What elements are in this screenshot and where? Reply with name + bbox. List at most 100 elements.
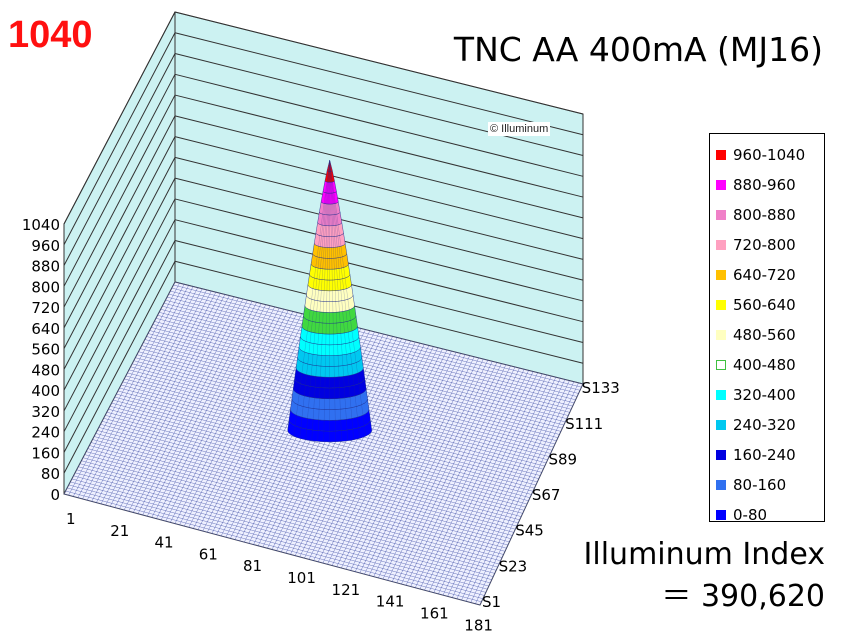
wall-gridline: [63, 94, 176, 308]
wall-gridline: [174, 94, 584, 198]
y-tick-label: S111: [565, 415, 603, 433]
z-tick-label: 80: [41, 465, 60, 483]
x-tick-label: 21: [110, 522, 129, 540]
wall-gridline: [63, 177, 176, 391]
wall-gridline: [174, 32, 584, 136]
legend-swatch: [716, 450, 726, 460]
z-tick-label: 480: [31, 361, 60, 379]
legend-label: 320-400: [733, 386, 796, 404]
x-tick-label: 141: [376, 593, 405, 611]
legend-swatch: [716, 390, 726, 400]
y-axis-ticks: S1 S23 S45 S67 S89 S111 S133: [482, 379, 620, 611]
z-tick-label: 560: [31, 341, 60, 359]
wall-gridline: [174, 11, 584, 115]
legend-label: 560-640: [733, 296, 796, 314]
legend-swatch: [716, 300, 726, 310]
z-tick-label: 960: [31, 237, 60, 255]
copyright-label: © Illuminum: [488, 122, 551, 136]
legend-label: 0-80: [733, 506, 768, 524]
wall-gridline: [174, 136, 584, 240]
wall-gridline: [63, 74, 176, 287]
index-value: ＝ 390,620: [661, 579, 825, 614]
y-tick-label: S89: [548, 450, 577, 468]
legend-item: 160-240: [710, 440, 824, 470]
illumination-peak-surface: [287, 160, 372, 443]
x-tick-label: 61: [199, 545, 218, 563]
y-tick-label: S23: [499, 557, 528, 575]
legend-item: 560-640: [710, 290, 824, 320]
chart-title: TNC AA 400mA (MJ16): [453, 30, 823, 69]
x-tick-label: 41: [155, 534, 174, 552]
legend-label: 800-880: [733, 206, 796, 224]
legend-item: 240-320: [710, 410, 824, 440]
legend-label: 480-560: [733, 326, 796, 344]
legend-label: 400-480: [733, 356, 796, 374]
legend-item: 80-160: [710, 470, 824, 500]
wall-gridline: [174, 219, 584, 323]
wall-gridline: [63, 32, 176, 246]
x-tick-label: 1: [66, 510, 76, 528]
index-label: Illuminum Index: [583, 537, 825, 572]
wall-gridline: [174, 156, 584, 260]
wall-gridline: [63, 115, 176, 329]
z-tick-label: 240: [31, 424, 60, 442]
wall-gridline: [63, 240, 176, 453]
y-tick-label: S45: [515, 522, 544, 540]
legend-item: 320-400: [710, 380, 824, 410]
legend-swatch: [716, 480, 726, 490]
chart-walls: [63, 11, 584, 495]
legend-swatch: [716, 330, 726, 340]
peak-value-label: 1040: [8, 14, 93, 56]
legend-item: 640-720: [710, 260, 824, 290]
chart-floor: [63, 281, 584, 606]
z-tick-label: 800: [31, 278, 60, 296]
illuminum-index: Illuminum Index ＝ 390,620: [584, 534, 825, 618]
wall-gridline: [63, 260, 176, 474]
wall-gridline: [174, 198, 584, 302]
legend-item: 720-800: [710, 230, 824, 260]
legend-item: 960-1040: [710, 140, 824, 170]
legend-swatch: [716, 360, 726, 370]
legend-swatch: [716, 180, 726, 190]
legend-item: 0-80: [710, 500, 824, 530]
x-tick-label: 81: [243, 557, 262, 575]
z-tick-label: 1040: [22, 216, 60, 234]
y-tick-label: S133: [582, 379, 620, 397]
wall-gridline: [174, 177, 584, 281]
z-axis-ticks: 0 80 160 240 320 400 480 560 640 720 800 880 960 1040: [22, 216, 60, 504]
legend: 960-1040 880-960 800-880 720-800 640-720 560-…: [709, 133, 825, 524]
wall-gridline: [63, 136, 176, 349]
y-tick-label: S1: [482, 593, 501, 611]
legend-swatch: [716, 150, 726, 160]
legend-item: 400-480: [710, 350, 824, 380]
wall-gridline: [174, 115, 584, 219]
z-tick-label: 720: [31, 299, 60, 317]
z-tick-label: 640: [31, 320, 60, 338]
z-tick-label: 160: [31, 444, 60, 462]
legend-label: 720-800: [733, 236, 796, 254]
legend-swatch: [716, 510, 726, 520]
legend-label: 80-160: [733, 476, 787, 494]
legend-label: 160-240: [733, 446, 796, 464]
x-tick-label: 101: [287, 569, 316, 587]
legend-label: 960-1040: [733, 146, 806, 164]
wall-gridline: [174, 239, 584, 343]
legend-label: 640-720: [733, 266, 796, 284]
legend-item: 800-880: [710, 200, 824, 230]
legend-label: 240-320: [733, 416, 796, 434]
x-tick-label: 121: [332, 581, 361, 599]
wall-gridline: [174, 53, 584, 157]
legend-swatch: [716, 420, 726, 430]
y-tick-label: S67: [532, 486, 561, 504]
wall-gridline: [63, 198, 176, 412]
legend-swatch: [716, 240, 726, 250]
x-tick-label: 181: [464, 616, 493, 634]
z-tick-label: 400: [31, 382, 60, 400]
wall-gridline: [174, 260, 584, 364]
z-tick-label: 880: [31, 258, 60, 276]
surface-facets: [293, 160, 366, 442]
x-tick-label: 161: [420, 604, 449, 622]
wall-gridline: [63, 11, 176, 225]
